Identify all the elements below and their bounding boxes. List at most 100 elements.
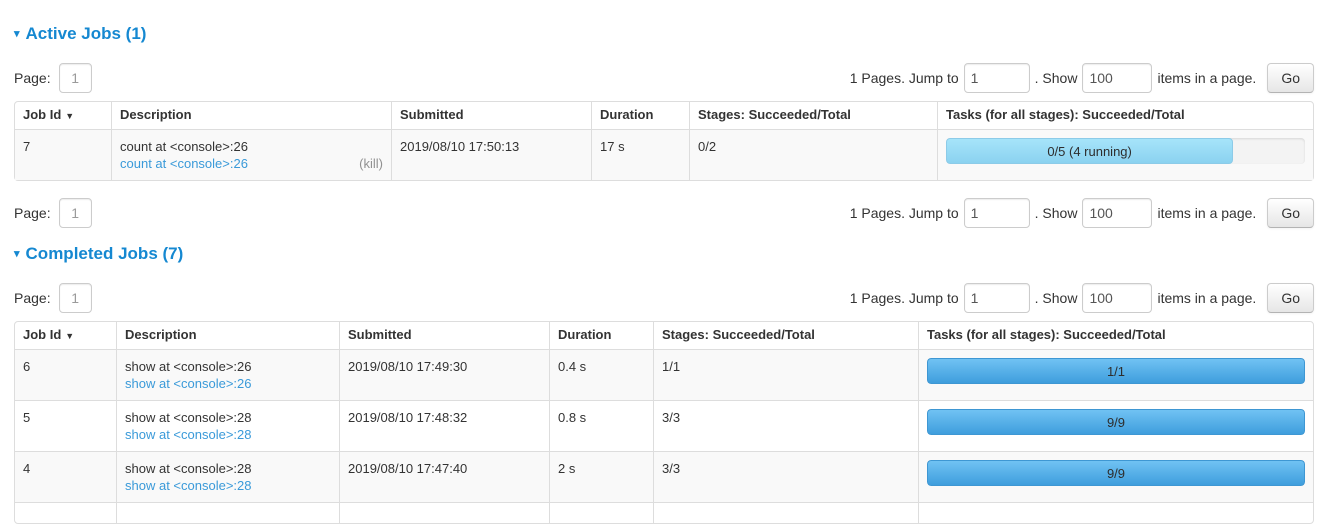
column-header-submitted[interactable]: Submitted [339,322,549,349]
submitted-cell: 2019/08/10 17:47:40 [339,451,549,502]
job-id-cell: 6 [15,349,116,400]
page-input[interactable] [58,283,92,313]
show-label: . Show [1034,205,1078,221]
pages-info-text: 1 Pages. Jump to [849,70,959,86]
duration-cell: 2 s [549,451,653,502]
task-progress-bar: 9/9 [927,409,1305,435]
active-jobs-table: Job Id ▼ Description Submitted Duration S… [14,101,1314,181]
pages-info-text: 1 Pages. Jump to [849,290,959,306]
go-button[interactable]: Go [1267,283,1314,313]
task-progress-fill: 0/5 (4 running) [946,138,1234,164]
job-row: 4 show at <console>:28 show at <console>… [15,451,1313,502]
duration-cell: 17 s [591,129,689,180]
description-cell: show at <console>:26 show at <console>:2… [116,349,339,400]
duration-cell: 0.8 s [549,400,653,451]
active-jobs-pagination-bottom: Page: 1 Pages. Jump to . Show items in a… [14,198,1314,228]
items-label: items in a page. [1157,70,1257,86]
stages-cell: 1/1 [653,349,918,400]
tasks-cell: 1/1 [918,349,1313,400]
tasks-cell: 0/5 (4 running) [937,129,1313,180]
job-row-partial [15,502,1313,523]
page-label: Page: [14,205,51,221]
description-cell: count at <console>:26 (kill) count at <c… [111,129,391,180]
job-detail-link[interactable]: show at <console>:26 [125,376,252,391]
items-label: items in a page. [1157,205,1257,221]
job-detail-link[interactable]: count at <console>:26 [120,156,248,171]
active-jobs-pagination-top: Page: 1 Pages. Jump to . Show items in a… [14,63,1314,93]
submitted-cell: 2019/08/10 17:50:13 [391,129,591,180]
pages-info-text: 1 Pages. Jump to [849,205,959,221]
column-header-tasks[interactable]: Tasks (for all stages): Succeeded/Total [937,102,1313,129]
collapse-arrow-icon: ▾ [14,28,20,40]
tasks-cell: 9/9 [918,451,1313,502]
column-header-stages[interactable]: Stages: Succeeded/Total [653,322,918,349]
column-header-duration[interactable]: Duration [591,102,689,129]
stages-cell: 3/3 [653,400,918,451]
page-size-input[interactable] [1082,63,1153,93]
job-description-text: show at <console>:28 [125,410,252,425]
completed-jobs-pagination-top: Page: 1 Pages. Jump to . Show items in a… [14,283,1314,313]
kill-link[interactable]: (kill) [359,156,383,171]
job-detail-link[interactable]: show at <console>:28 [125,478,252,493]
page-size-input[interactable] [1082,198,1153,228]
column-header-duration[interactable]: Duration [549,322,653,349]
job-row: 5 show at <console>:28 show at <console>… [15,400,1313,451]
show-label: . Show [1034,290,1078,306]
show-label: . Show [1034,70,1078,86]
task-progress-fill: 1/1 [927,358,1305,384]
submitted-cell: 2019/08/10 17:48:32 [339,400,549,451]
description-cell: show at <console>:28 show at <console>:2… [116,400,339,451]
column-header-job-id[interactable]: Job Id ▼ [15,102,111,129]
active-jobs-title: Active Jobs (1) [25,24,147,43]
job-id-cell: 5 [15,400,116,451]
page-input[interactable] [58,63,92,93]
collapse-arrow-icon: ▾ [14,248,20,260]
description-cell: show at <console>:28 show at <console>:2… [116,451,339,502]
task-progress-fill: 9/9 [927,409,1305,435]
page-label: Page: [14,70,51,86]
job-id-cell: 4 [15,451,116,502]
sort-desc-icon: ▼ [65,111,75,121]
column-header-stages[interactable]: Stages: Succeeded/Total [689,102,937,129]
job-description-text: count at <console>:26 [120,139,248,154]
table-header-row: Job Id ▼ Description Submitted Duration S… [15,322,1313,349]
sort-desc-icon: ▼ [65,331,75,341]
go-button[interactable]: Go [1267,63,1314,93]
task-progress-bar: 1/1 [927,358,1305,384]
page-size-input[interactable] [1082,283,1153,313]
job-description-text: show at <console>:28 [125,461,252,476]
completed-jobs-header[interactable]: ▾ Completed Jobs (7) [14,244,1314,264]
column-header-submitted[interactable]: Submitted [391,102,591,129]
page-label: Page: [14,290,51,306]
items-label: items in a page. [1157,290,1257,306]
job-row: 6 show at <console>:26 show at <console>… [15,349,1313,400]
job-description-text: show at <console>:26 [125,359,252,374]
jump-to-page-input[interactable] [963,198,1030,228]
task-progress-fill: 9/9 [927,460,1305,486]
column-label: Job Id [23,107,62,122]
submitted-cell: 2019/08/10 17:49:30 [339,349,549,400]
jump-to-page-input[interactable] [963,63,1030,93]
task-progress-bar: 0/5 (4 running) [946,138,1305,164]
active-jobs-header[interactable]: ▾ Active Jobs (1) [14,24,1314,44]
job-id-cell: 7 [15,129,111,180]
column-header-tasks[interactable]: Tasks (for all stages): Succeeded/Total [918,322,1313,349]
go-button[interactable]: Go [1267,198,1314,228]
tasks-cell: 9/9 [918,400,1313,451]
jump-to-page-input[interactable] [963,283,1030,313]
completed-jobs-table: Job Id ▼ Description Submitted Duration S… [14,321,1314,524]
job-detail-link[interactable]: show at <console>:28 [125,427,252,442]
column-header-description[interactable]: Description [111,102,391,129]
column-header-description[interactable]: Description [116,322,339,349]
stages-cell: 3/3 [653,451,918,502]
table-header-row: Job Id ▼ Description Submitted Duration S… [15,102,1313,129]
completed-jobs-title: Completed Jobs (7) [25,244,184,263]
column-label: Job Id [23,327,62,342]
stages-cell: 0/2 [689,129,937,180]
job-row: 7 count at <console>:26 (kill) count at … [15,129,1313,180]
column-header-job-id[interactable]: Job Id ▼ [15,322,116,349]
duration-cell: 0.4 s [549,349,653,400]
task-progress-bar: 9/9 [927,460,1305,486]
page-input[interactable] [58,198,92,228]
